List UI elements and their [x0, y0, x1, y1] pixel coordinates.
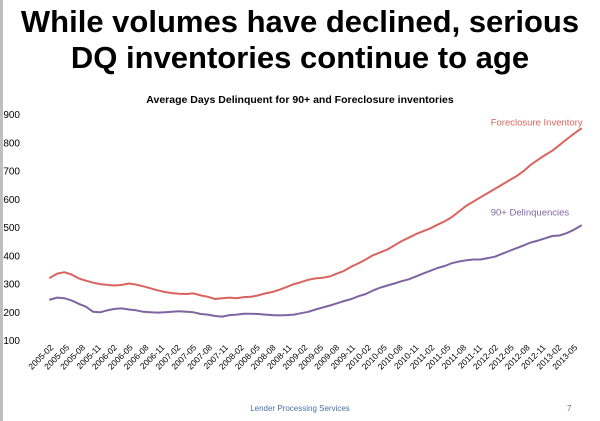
foreclosure-inventory-label: Foreclosure Inventory — [491, 117, 583, 128]
slide-title-line-2: DQ inventories continue to age — [70, 40, 530, 75]
y-tick-label: 800 — [3, 138, 20, 149]
foreclosure-inventory-line — [49, 127, 582, 300]
90-delinquencies-label: 90+ Delinquencies — [491, 208, 570, 219]
y-tick-label: 200 — [3, 308, 20, 319]
y-tick-label: 700 — [3, 167, 20, 178]
footer-company: Lender Processing Services — [250, 404, 350, 413]
y-tick-label: 900 — [3, 110, 20, 121]
chart-container: Average Days Delinquent for 90+ and Fore… — [0, 88, 600, 398]
y-tick-label: 500 — [3, 223, 20, 234]
page-number: 7 — [567, 404, 572, 413]
slide-left-border — [0, 0, 3, 421]
slide-title: While volumes have declined, serious DQ … — [0, 4, 600, 76]
y-tick-label: 600 — [3, 195, 20, 206]
slide-title-line-1: While volumes have declined, serious — [20, 4, 580, 39]
series-layer: Foreclosure Inventory 90+ Delinquencies — [49, 117, 583, 318]
days-delinquent-chart: Average Days Delinquent for 90+ and Fore… — [3, 94, 583, 371]
y-axis: 100 200 300 400 500 600 700 800 900 — [3, 110, 20, 347]
chart-title: Average Days Delinquent for 90+ and Fore… — [146, 94, 454, 106]
y-tick-label: 300 — [3, 280, 20, 291]
x-axis: 2005-022005-052005-082005-112006-022006-… — [26, 342, 579, 371]
y-tick-label: 100 — [3, 336, 20, 347]
90-delinquencies-line — [49, 224, 582, 318]
y-tick-label: 400 — [3, 251, 20, 262]
